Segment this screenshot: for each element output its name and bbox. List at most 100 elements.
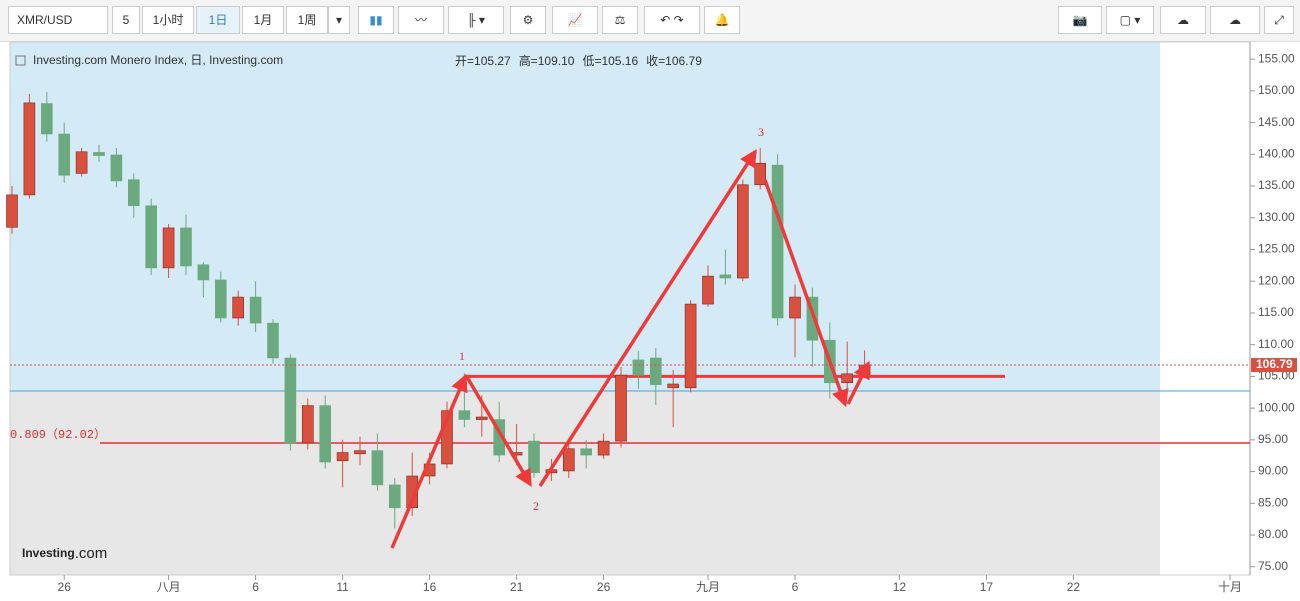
wave-label: 2 bbox=[533, 499, 539, 513]
candle-body bbox=[128, 179, 140, 207]
legend-value: 106.79 bbox=[665, 54, 702, 68]
candle-body bbox=[336, 452, 349, 462]
legend-key: 高= bbox=[519, 53, 538, 68]
watermark-brand: Investing bbox=[22, 546, 75, 560]
x-tick-label: 16 bbox=[423, 580, 437, 594]
x-tick-label: 26 bbox=[597, 580, 611, 594]
y-tick-label: 100.00 bbox=[1258, 400, 1295, 414]
y-tick-label: 145.00 bbox=[1258, 115, 1295, 129]
legend-value: 105.27 bbox=[474, 54, 511, 68]
y-tick-label: 90.00 bbox=[1258, 464, 1288, 478]
chart: 75.0080.0085.0090.0095.00100.00105.00110… bbox=[6, 41, 1297, 594]
candle-body bbox=[110, 154, 123, 182]
snapshot-button[interactable]: 📷 bbox=[1058, 6, 1102, 34]
x-tick-label: 6 bbox=[252, 580, 259, 594]
interval-button[interactable]: 1月 bbox=[242, 6, 284, 34]
wave-arrow bbox=[846, 360, 870, 405]
y-tick-label: 140.00 bbox=[1258, 146, 1295, 160]
y-tick-label: 115.00 bbox=[1258, 305, 1294, 319]
indicators-button[interactable]: 📈 bbox=[552, 6, 598, 34]
candle-body bbox=[667, 383, 680, 389]
legend-key: 收= bbox=[646, 54, 665, 68]
candle-body bbox=[615, 374, 627, 442]
interval-button[interactable]: 1小时 bbox=[142, 6, 194, 34]
watermark-suffix: .com bbox=[75, 545, 108, 562]
load-button[interactable]: ☁ bbox=[1160, 6, 1206, 34]
x-tick-label: 八月 bbox=[157, 580, 181, 594]
candle-body bbox=[162, 227, 175, 269]
watermark: Investing.com bbox=[22, 545, 107, 562]
x-tick-label: 21 bbox=[510, 580, 524, 594]
y-tick-label: 155.00 bbox=[1258, 51, 1295, 65]
y-tick-label: 95.00 bbox=[1258, 432, 1288, 446]
candle-body bbox=[249, 296, 262, 324]
toolbar: XMR/USD 5 1小时 1日 1月 1周 ▾ ▮▮ 〰 ╟ ▾ ⚙ 📈 ⚖ ↶ ↷ … bbox=[0, 0, 1300, 42]
candle-body bbox=[702, 275, 714, 305]
candle-body bbox=[145, 205, 157, 269]
candle-body bbox=[23, 102, 36, 196]
candle-body bbox=[215, 279, 227, 319]
y-tick-label: 105.00 bbox=[1258, 369, 1295, 383]
wave-arrow bbox=[465, 376, 532, 488]
wave-arrow bbox=[763, 179, 849, 408]
candle-body bbox=[841, 373, 854, 384]
y-tick-label: 150.00 bbox=[1258, 83, 1295, 97]
legend-value: 105.16 bbox=[601, 54, 638, 68]
line-type-button[interactable]: 〰 bbox=[398, 6, 444, 34]
compare-button[interactable]: ⚖ bbox=[602, 6, 638, 34]
save-button[interactable]: ☁ bbox=[1210, 6, 1260, 34]
candle-body bbox=[580, 448, 593, 456]
candle-body bbox=[528, 440, 540, 474]
x-tick-label: 6 bbox=[792, 580, 799, 594]
settings-button[interactable]: ⚙ bbox=[510, 6, 546, 34]
candle-body bbox=[719, 274, 732, 279]
y-tick-label: 120.00 bbox=[1258, 273, 1295, 287]
collapse-icon bbox=[15, 55, 26, 66]
chart-title: Investing.com Monero Index, 日, Investing… bbox=[33, 53, 283, 67]
wave-arrow bbox=[538, 149, 757, 487]
legend-value: 109.10 bbox=[538, 54, 575, 68]
template-button[interactable]: ▢ ▾ bbox=[1106, 6, 1154, 34]
legend: 开=105.27 高=109.10 低=105.16 收=106.79 bbox=[455, 53, 702, 68]
wave-label: 1 bbox=[459, 349, 465, 363]
candle-body bbox=[441, 410, 453, 465]
candle-body bbox=[562, 448, 575, 472]
wave-arrow bbox=[390, 373, 468, 549]
x-tick-label: 17 bbox=[980, 580, 994, 594]
y-tick-label: 110.00 bbox=[1258, 337, 1294, 351]
undo-redo-button[interactable]: ↶ ↷ bbox=[644, 6, 700, 34]
candle-body bbox=[6, 194, 18, 228]
candle-body bbox=[197, 264, 210, 281]
lower-zone bbox=[10, 390, 1160, 575]
y-tick-label: 80.00 bbox=[1258, 527, 1288, 541]
interval-button[interactable]: 5 bbox=[112, 6, 140, 34]
last-price-label: 106.79 bbox=[1256, 357, 1293, 371]
fib-label: 0.809（92.02） bbox=[10, 427, 106, 442]
x-tick-label: 十月 bbox=[1218, 580, 1242, 594]
candle-body bbox=[806, 296, 819, 341]
candle-body bbox=[475, 416, 488, 420]
candle-type-button[interactable]: ▮▮ bbox=[358, 6, 394, 34]
candle-body bbox=[58, 133, 71, 176]
interval-dropdown[interactable]: ▾ bbox=[328, 6, 350, 34]
candle-body bbox=[180, 227, 192, 267]
last-price-box bbox=[1251, 358, 1297, 373]
candle-body bbox=[232, 296, 244, 319]
candle-body bbox=[388, 484, 401, 509]
interval-button[interactable]: 1日 bbox=[196, 6, 240, 34]
x-tick-label: 12 bbox=[893, 580, 907, 594]
candle-body bbox=[319, 405, 332, 463]
interval-button[interactable]: 1周 bbox=[286, 6, 328, 34]
y-tick-label: 130.00 bbox=[1258, 210, 1295, 224]
y-tick-label: 135.00 bbox=[1258, 178, 1295, 192]
candle-body bbox=[284, 357, 297, 444]
candle-body bbox=[771, 164, 784, 319]
symbol-input[interactable]: XMR/USD bbox=[8, 6, 108, 34]
fullscreen-button[interactable]: ⤢ bbox=[1264, 6, 1294, 34]
bar-type-button[interactable]: ╟ ▾ bbox=[448, 6, 504, 34]
alert-button[interactable]: 🔔 bbox=[704, 6, 740, 34]
candle-body bbox=[93, 152, 105, 156]
candle-body bbox=[40, 103, 53, 135]
candle-body bbox=[458, 410, 471, 420]
x-tick-label: 26 bbox=[58, 580, 72, 594]
